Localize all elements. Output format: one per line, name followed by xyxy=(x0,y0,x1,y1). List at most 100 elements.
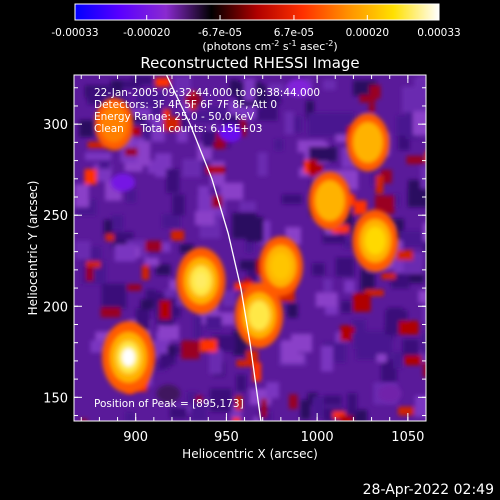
texture-pixel xyxy=(100,307,121,318)
texture-pixel xyxy=(315,292,338,307)
texture-pixel xyxy=(161,242,171,253)
texture-pixel xyxy=(110,215,124,231)
texture-pixel xyxy=(305,100,315,120)
texture-pixel xyxy=(162,214,181,229)
heatmap-sources xyxy=(94,78,402,403)
texture-pixel xyxy=(353,293,371,312)
texture-pixel xyxy=(312,396,324,419)
colorbar-tick-label: -6.7e-05 xyxy=(198,27,242,39)
texture-pixel xyxy=(87,141,106,149)
texture-pixel xyxy=(375,175,384,194)
texture-pixel xyxy=(398,320,419,335)
texture-pixel xyxy=(418,290,426,303)
texture-pixel xyxy=(312,263,325,276)
texture-pixel xyxy=(332,411,346,419)
texture-pixel xyxy=(176,403,200,414)
annotation-detectors: Detectors: 3F 4F 5F 6F 7F 8F, Att 0 xyxy=(94,99,277,111)
colorbar-unit-label: (photons cm-2 s-1 asec-2) xyxy=(202,39,337,53)
texture-pixel xyxy=(80,418,88,421)
texture-pixel xyxy=(402,339,419,357)
dim-source xyxy=(110,173,135,192)
texture-pixel xyxy=(74,184,89,208)
colorbar-ticks: -0.00033 -0.00020 -6.7e-05 6.7e-05 0.00020 0.… xyxy=(51,15,461,39)
texture-pixel xyxy=(259,220,271,246)
texture-pixel xyxy=(274,139,284,151)
texture-pixel xyxy=(159,300,171,320)
colorbar-tick-label: -0.00033 xyxy=(51,27,98,39)
texture-pixel xyxy=(209,388,232,413)
annotation-energy-range: Energy Range: 25.0 - 50.0 keV xyxy=(94,111,255,123)
texture-pixel xyxy=(221,182,243,200)
texture-pixel xyxy=(413,77,426,96)
texture-pixel xyxy=(287,303,298,318)
texture-pixel xyxy=(166,168,180,194)
texture-pixel xyxy=(172,194,185,216)
texture-pixel xyxy=(359,94,376,103)
texture-pixel xyxy=(380,169,392,184)
texture-pixel xyxy=(323,278,333,292)
annotation-clean-counts: Clean Total counts: 6.15E+03 xyxy=(94,123,263,135)
heatmap-plot: 900 950 1000 1050 150 200 250 300 xyxy=(43,74,427,445)
texture-pixel xyxy=(405,127,420,139)
texture-pixel xyxy=(205,315,222,331)
texture-pixel xyxy=(234,282,254,291)
texture-pixel xyxy=(75,240,91,260)
texture-pixel xyxy=(368,103,375,114)
colorbar-tick-label: -0.00020 xyxy=(123,27,170,39)
x-tick-label: 1000 xyxy=(301,430,334,445)
texture-pixel xyxy=(420,166,426,189)
texture-pixel xyxy=(163,117,180,131)
texture-pixel xyxy=(393,352,403,369)
colorbar-tick-label: 6.7e-05 xyxy=(274,27,314,39)
y-tick-label: 150 xyxy=(43,391,68,406)
texture-pixel xyxy=(323,395,342,406)
texture-pixel xyxy=(289,394,298,409)
texture-pixel xyxy=(340,325,352,342)
texture-pixel xyxy=(407,188,426,208)
y-axis-label: Heliocentric Y (arcsec) xyxy=(26,181,40,316)
texture-pixel xyxy=(103,219,112,239)
texture-pixel xyxy=(222,290,236,307)
texture-pixel xyxy=(99,151,111,169)
texture-pixel xyxy=(260,398,267,418)
texture-pixel xyxy=(117,80,142,89)
texture-pixel xyxy=(145,289,157,304)
texture-pixel xyxy=(381,359,397,383)
y-tick-label: 250 xyxy=(43,209,68,224)
texture-pixel xyxy=(171,230,185,241)
bright-source xyxy=(275,258,287,274)
texture-pixel xyxy=(195,395,203,403)
texture-pixel xyxy=(341,300,352,313)
texture-pixel xyxy=(181,340,200,359)
texture-pixel xyxy=(308,160,318,177)
footer-timestamp: 28-Apr-2022 02:49 xyxy=(363,482,494,498)
texture-pixel xyxy=(425,79,426,92)
texture-pixel xyxy=(173,75,191,97)
bright-source xyxy=(109,117,119,131)
texture-pixel xyxy=(101,283,127,309)
texture-pixel xyxy=(398,133,410,151)
texture-pixel xyxy=(229,79,239,96)
texture-pixel xyxy=(239,260,262,271)
texture-pixel xyxy=(131,75,153,85)
texture-pixel xyxy=(364,289,384,297)
bright-source xyxy=(369,232,381,249)
texture-pixel xyxy=(243,278,252,286)
texture-pixel xyxy=(191,396,207,421)
texture-pixel xyxy=(399,230,425,247)
texture-pixel xyxy=(127,284,142,291)
colorbar-tick-label: 0.00033 xyxy=(417,27,460,39)
texture-pixel xyxy=(371,171,380,186)
bright-source xyxy=(324,193,336,208)
chart-title: Reconstructed RHESSI Image xyxy=(140,54,359,72)
y-tick-label: 300 xyxy=(43,118,68,133)
texture-pixel xyxy=(236,359,254,367)
texture-pixel xyxy=(164,289,176,298)
texture-pixel xyxy=(208,349,223,375)
texture-pixel xyxy=(421,333,426,354)
texture-pixel xyxy=(381,273,396,280)
texture-pixel xyxy=(169,279,178,292)
texture-pixel xyxy=(144,257,159,266)
texture-pixel xyxy=(344,280,355,293)
